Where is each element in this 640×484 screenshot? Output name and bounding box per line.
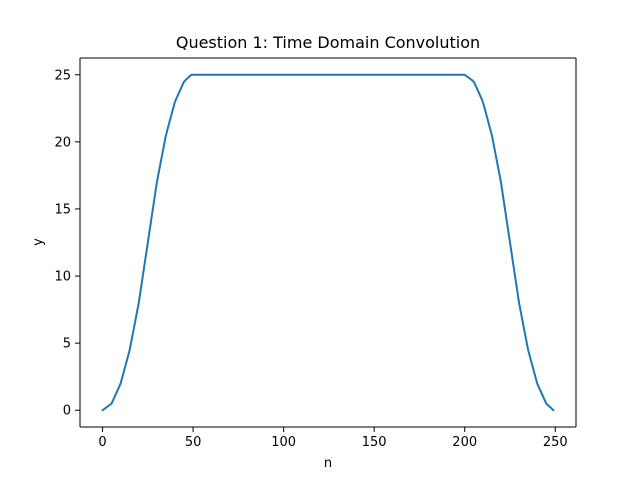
y-axis-label: y (31, 238, 46, 246)
y-tick-label: 5 (63, 337, 71, 352)
x-tick-label: 250 (543, 435, 568, 450)
y-tick-label: 10 (54, 270, 71, 285)
series-line-0 (101, 73, 555, 412)
plot-area (101, 73, 555, 412)
axes: 0 50 100 150 200 250 0 5 10 15 20 25 (54, 57, 577, 450)
y-tick-label: 15 (54, 202, 71, 217)
x-axis-label: n (324, 456, 332, 471)
y-tick-label: 0 (63, 404, 71, 419)
chart-title: Question 1: Time Domain Convolution (176, 33, 480, 52)
y-tick-label: 20 (54, 135, 71, 150)
x-tick-label: 100 (271, 435, 296, 450)
y-tick-label: 25 (54, 68, 71, 83)
x-tick-label: 150 (362, 435, 387, 450)
x-tick-label: 50 (185, 435, 202, 450)
x-tick-label: 200 (452, 435, 477, 450)
x-tick-label: 0 (98, 435, 106, 450)
